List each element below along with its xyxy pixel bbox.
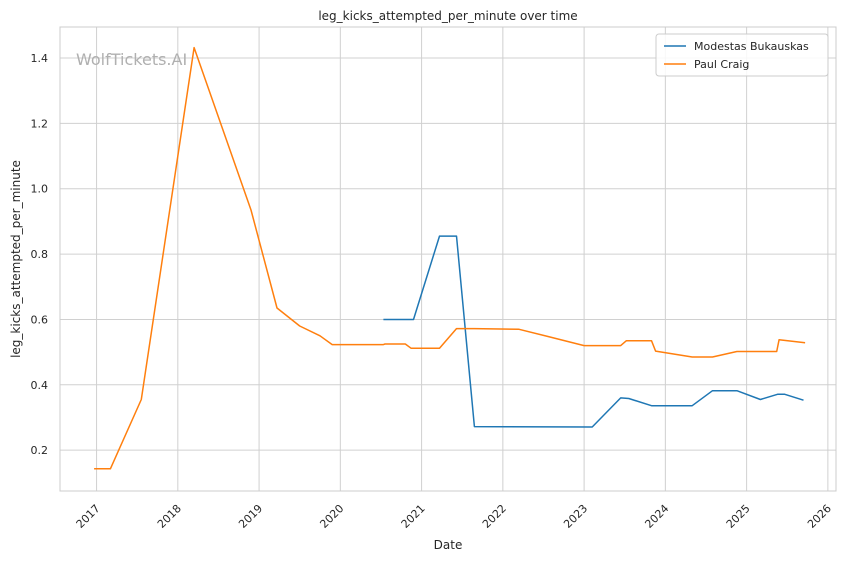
grid [60,27,836,491]
legend-label-1: Paul Craig [694,58,749,71]
x-axis-label: Date [434,538,463,552]
plot-area [59,26,837,492]
y-tick-label: 0.4 [31,379,49,392]
legend: Modestas Bukauskas Paul Craig [655,33,829,77]
y-tick-label: 1.2 [31,117,49,130]
y-axis-label: leg_kicks_attempted_per_minute [9,160,23,358]
watermark: WolfTickets.AI [76,50,187,69]
legend-box [655,33,829,77]
series-layer [94,46,806,470]
y-tick-label: 1.4 [31,52,49,65]
series-line-0 [383,235,804,428]
y-tick-label: 1.0 [31,183,49,196]
series-line-1 [94,46,806,470]
y-tick-label: 0.6 [31,313,49,326]
y-tick-label: 0.2 [31,444,49,457]
legend-label-0: Modestas Bukauskas [694,40,809,53]
chart-title: leg_kicks_attempted_per_minute over time [318,9,577,23]
y-tick-label: 0.8 [31,248,49,261]
y-axis-ticks: 0.2 0.4 0.6 0.8 1.0 1.2 1.4 [31,52,49,457]
